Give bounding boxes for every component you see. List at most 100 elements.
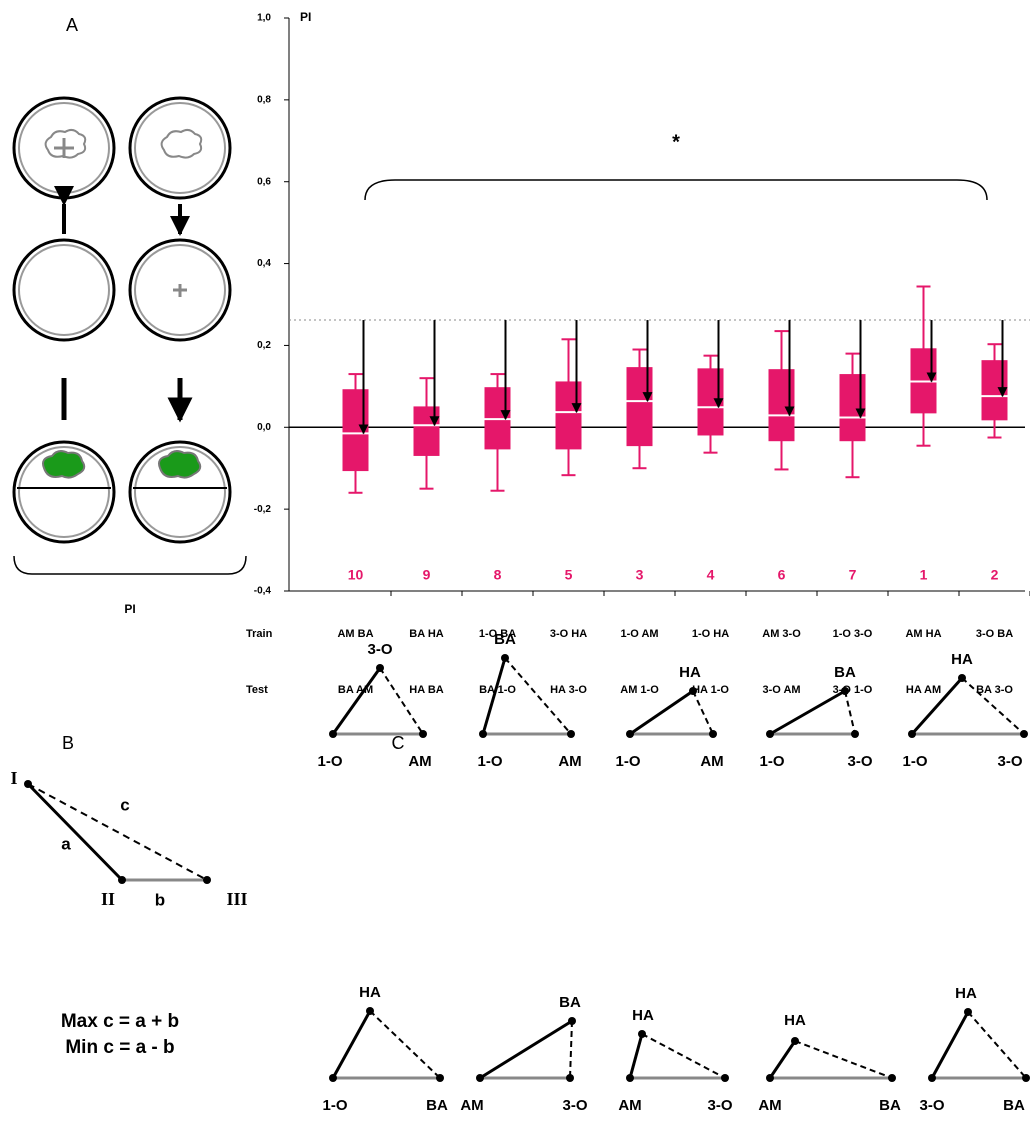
- y-tick-label: -0,2: [254, 504, 272, 515]
- box: [698, 368, 724, 435]
- x-tick-label: 3-O BA: [976, 628, 1013, 640]
- dashed-edge: [642, 1034, 725, 1078]
- rank-label: 10: [348, 567, 364, 583]
- rank-label: 3: [636, 567, 644, 583]
- y-axis-label: PI: [300, 10, 311, 24]
- panel-label: C: [392, 733, 405, 753]
- vertex-label: BA: [879, 1097, 901, 1114]
- vertex-label: BA: [494, 631, 516, 648]
- vertex: [501, 654, 509, 662]
- vertex-label: AM: [558, 753, 581, 770]
- vertex: [908, 730, 916, 738]
- row-label: Test: [246, 684, 268, 696]
- vertex-label: HA: [784, 1012, 806, 1029]
- y-tick-label: 0,8: [257, 94, 271, 105]
- x-tick-label: AM 3-O: [762, 628, 801, 640]
- rank-label: 9: [423, 567, 431, 583]
- vertex-label: 3-O: [367, 641, 392, 658]
- box-chart: PI-0,4-0,20,00,20,40,60,81,0*TrainTest10…: [246, 10, 1030, 696]
- vertex: [567, 730, 575, 738]
- vertex: [766, 730, 774, 738]
- vertex: [841, 687, 849, 695]
- vertex: [329, 1074, 337, 1082]
- vertex: [1020, 730, 1028, 738]
- side-label: b: [155, 890, 165, 909]
- x-tick-label: 1-O AM: [620, 628, 658, 640]
- panel-a-diagram: [14, 98, 246, 574]
- panel-label: A: [66, 15, 78, 35]
- vertex: [791, 1037, 799, 1045]
- vertex-label: HA: [632, 1007, 654, 1024]
- solid-edge: [630, 1034, 642, 1078]
- panel-label: B: [62, 733, 74, 753]
- box: [982, 360, 1008, 420]
- dashed-edge: [370, 1011, 440, 1078]
- y-tick-label: 0,4: [257, 258, 271, 269]
- dashed-edge: [570, 1021, 572, 1078]
- vertex-label: BA: [1003, 1097, 1025, 1114]
- box: [343, 389, 369, 471]
- x-tick-label: BA HA: [409, 628, 443, 640]
- rank-label: 7: [849, 567, 857, 583]
- vertex: [479, 730, 487, 738]
- vertex-label: 3-O: [847, 753, 872, 770]
- vertex-label: AM: [618, 1097, 641, 1114]
- x-tick-label: HA BA: [409, 684, 443, 696]
- vertex-label: 3-O: [997, 753, 1022, 770]
- vertex-label: HA: [359, 984, 381, 1001]
- x-tick-label: BA 3-O: [976, 684, 1013, 696]
- solid-edge: [770, 1041, 795, 1078]
- row-label: Train: [246, 628, 273, 640]
- x-tick-label: 3-O HA: [550, 628, 587, 640]
- y-tick-label: 1,0: [257, 13, 271, 24]
- x-tick-label: HA 3-O: [550, 684, 587, 696]
- box: [414, 406, 440, 456]
- dashed-edge: [845, 691, 855, 734]
- vertex: [709, 730, 717, 738]
- x-tick-label: AM BA: [337, 628, 373, 640]
- vertex: [721, 1074, 729, 1082]
- x-tick-label: 3-O AM: [762, 684, 800, 696]
- side-label: c: [120, 795, 129, 814]
- vertex: [419, 730, 427, 738]
- vertex-label: 1-O: [322, 1097, 347, 1114]
- vertex-label: 3-O: [707, 1097, 732, 1114]
- vertex: [689, 687, 697, 695]
- vertex: [928, 1074, 936, 1082]
- x-tick-label: HA 1-O: [692, 684, 729, 696]
- x-tick-label: 1-O 3-O: [833, 628, 873, 640]
- solid-edge: [483, 658, 505, 734]
- vertex-label: 1-O: [615, 753, 640, 770]
- solid-edge: [630, 691, 693, 734]
- x-tick-label: AM 1-O: [620, 684, 659, 696]
- vertex-label: BA: [834, 664, 856, 681]
- dashed-edge: [693, 691, 713, 734]
- vertex-label: 3-O: [919, 1097, 944, 1114]
- vertex-label: III: [226, 889, 247, 909]
- vertex-label: AM: [700, 753, 723, 770]
- pi-label: PI: [124, 602, 135, 616]
- vertex-label: HA: [955, 985, 977, 1002]
- vertex: [964, 1008, 972, 1016]
- vertex: [638, 1030, 646, 1038]
- annotation: *: [672, 131, 680, 153]
- vertex: [366, 1007, 374, 1015]
- vertex-label: 1-O: [902, 753, 927, 770]
- vertex-label: II: [101, 889, 115, 909]
- rank-label: 6: [778, 567, 786, 583]
- solid-edge: [932, 1012, 968, 1078]
- vertex-label: BA: [559, 994, 581, 1011]
- solid-edge: [770, 691, 845, 734]
- dashed-edge: [968, 1012, 1026, 1078]
- formula: Min c = a - b: [65, 1037, 174, 1058]
- vertex-label: 3-O: [562, 1097, 587, 1114]
- vertex: [376, 664, 384, 672]
- rank-label: 1: [920, 567, 928, 583]
- bracket: [365, 180, 987, 200]
- panel-b-diagram: [24, 780, 211, 884]
- vertex: [766, 1074, 774, 1082]
- vertex-label: AM: [408, 753, 431, 770]
- dashed-edge: [795, 1041, 892, 1078]
- vertex-label: 1-O: [759, 753, 784, 770]
